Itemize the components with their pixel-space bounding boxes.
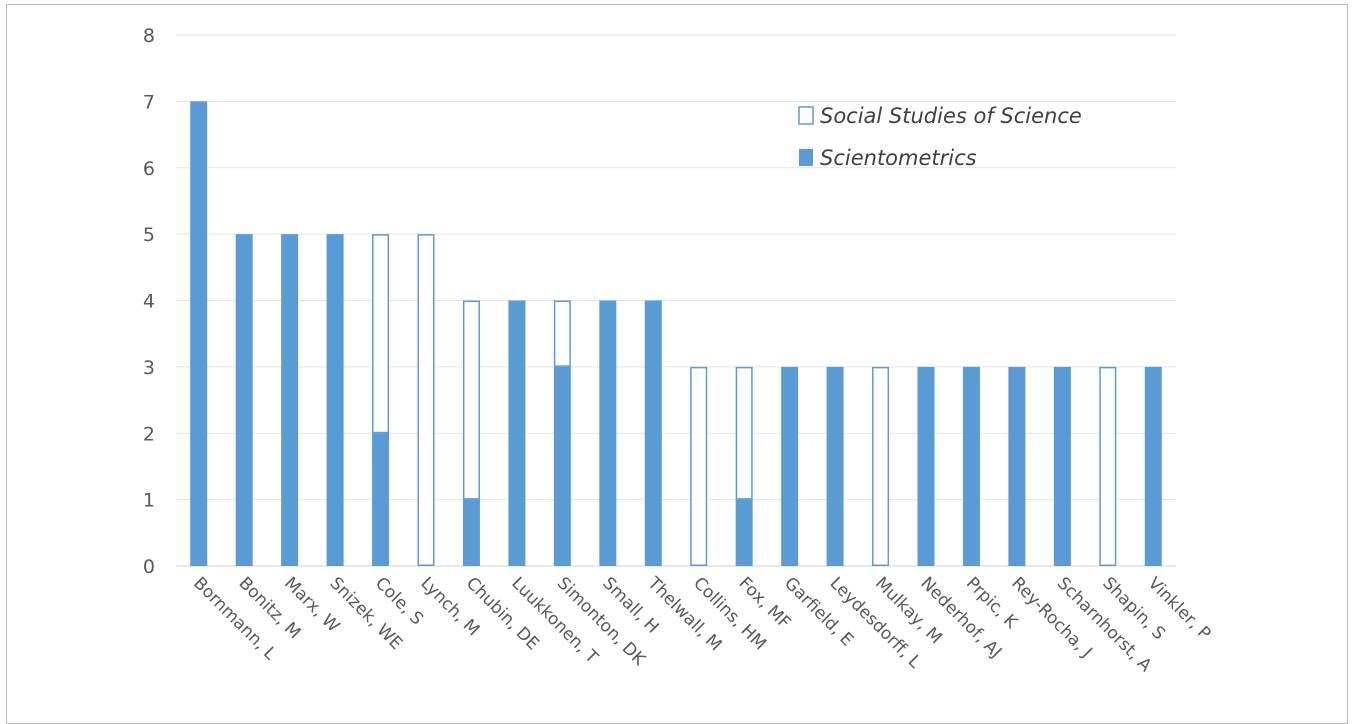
bar-scientometrics-small-h (599, 300, 617, 566)
y-tick-label-4: 4 (143, 291, 155, 313)
bar-scientometrics-scharnhorst-a (1053, 366, 1071, 566)
bar-scientometrics-chubin-de (462, 499, 480, 566)
bar-scientometrics-marx-w (281, 234, 299, 566)
bar-social-studies-shapin-s (1099, 366, 1117, 566)
legend: Social Studies of Science Scientometrics (798, 104, 1082, 170)
legend-label-scientometrics: Scientometrics (820, 146, 977, 170)
bar-scientometrics-prpic-k (962, 366, 980, 566)
bar-scientometrics-garfield-e (781, 366, 799, 566)
bar-social-studies-lynch-m (417, 234, 435, 566)
bar-scientometrics-rey-rocha-j (1008, 366, 1026, 566)
bar-scientometrics-nederhof-aj (917, 366, 935, 566)
y-tick-label-2: 2 (143, 423, 155, 445)
bar-scientometrics-vinkler-p (1144, 366, 1162, 566)
bar-social-studies-mulkay-m (872, 366, 890, 566)
legend-swatch-scientometrics (799, 149, 813, 166)
y-tick-label-8: 8 (143, 25, 155, 47)
legend-item-social-studies-of-science: Social Studies of Science (798, 104, 1082, 128)
y-tick-label-1: 1 (143, 490, 155, 512)
bar-scientometrics-simonton-dk (553, 366, 571, 566)
y-tick-label-3: 3 (143, 357, 155, 379)
bar-scientometrics-leydesdorff-l (826, 366, 844, 566)
bar-social-studies-chubin-de (462, 300, 480, 500)
bar-social-studies-cole-s (372, 234, 390, 434)
y-axis-ticks: 0 1 2 3 4 5 6 7 8 (143, 25, 155, 578)
bar-scientometrics-luukkonen-t (508, 300, 526, 566)
bar-social-studies-simonton-dk (553, 300, 571, 367)
bar-scientometrics-cole-s (372, 433, 390, 566)
chart-frame (6, 4, 1348, 724)
legend-swatch-social-studies-of-science (798, 106, 814, 125)
y-tick-label-5: 5 (143, 224, 155, 246)
bars (190, 101, 1162, 566)
bar-social-studies-collins-hm (690, 366, 708, 566)
y-tick-label-7: 7 (143, 91, 155, 113)
legend-label-social-studies-of-science: Social Studies of Science (820, 104, 1082, 128)
bar-social-studies-fox-mf (735, 366, 753, 500)
y-tick-label-0: 0 (143, 556, 155, 578)
y-tick-label-6: 6 (143, 158, 155, 180)
bar-scientometrics-snizek-we (326, 234, 344, 566)
bar-scientometrics-fox-mf (735, 499, 753, 566)
legend-item-scientometrics: Scientometrics (799, 146, 977, 170)
bar-scientometrics-thelwall-m (644, 300, 662, 566)
bar-scientometrics-bornmann-l (190, 101, 208, 566)
bar-scientometrics-bonitz-m (235, 234, 253, 566)
